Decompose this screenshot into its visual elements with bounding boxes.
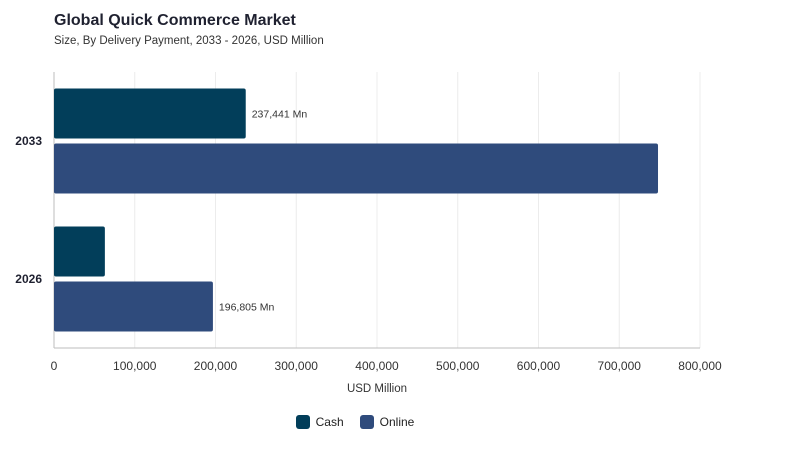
chart-title: Global Quick Commerce Market [54, 12, 296, 29]
bar-online-2033 [54, 143, 659, 194]
bar-online-2026 [54, 281, 213, 332]
x-tick-label: 700,000 [598, 359, 642, 373]
data-label: 237,441 Mn [252, 109, 308, 121]
legend-item-cash[interactable]: Cash [295, 415, 344, 429]
x-tick-label: 500,000 [436, 359, 480, 373]
legend-item-online[interactable]: Online [359, 415, 415, 429]
bar-cash-2033 [54, 88, 246, 139]
legend: Cash Online [0, 415, 710, 429]
legend-swatch-online [359, 415, 374, 429]
x-tick-label: 300,000 [275, 359, 319, 373]
data-label: 196,805 Mn [219, 302, 275, 314]
x-tick-label: 200,000 [194, 359, 238, 373]
y-tick-label: 2026 [15, 272, 42, 286]
x-tick-label: 800,000 [678, 359, 722, 373]
x-tick-label: 100,000 [113, 359, 157, 373]
legend-label-online: Online [379, 415, 415, 429]
y-tick-label: 2033 [15, 134, 42, 148]
x-tick-label: 400,000 [355, 359, 399, 373]
x-tick-label: 0 [51, 359, 58, 373]
legend-label-cash: Cash [315, 415, 344, 429]
x-axis-title: USD Million [347, 383, 407, 395]
bar-cash-2026 [54, 226, 105, 277]
chart-subtitle: Size, By Delivery Payment, 2033 - 2026, … [54, 35, 324, 47]
x-tick-label: 600,000 [517, 359, 561, 373]
legend-swatch-cash [295, 415, 310, 429]
